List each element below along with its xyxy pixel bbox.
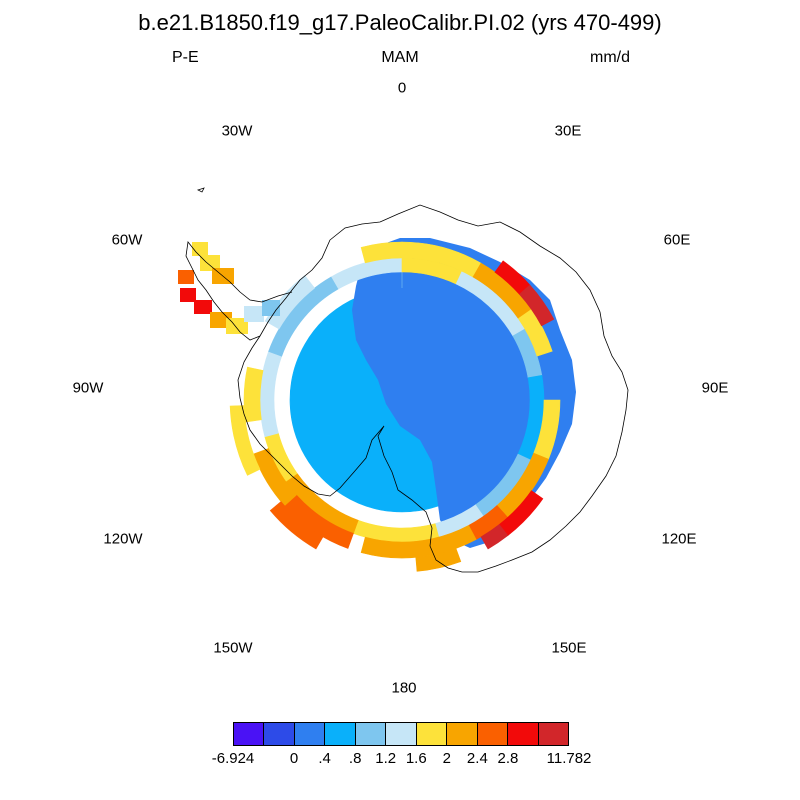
field-cell <box>244 306 264 322</box>
field-cell <box>243 366 264 423</box>
lon-label-30w: 30W <box>221 122 253 140</box>
lon-label-30e: 30E <box>554 122 582 140</box>
field-cell <box>360 536 436 559</box>
lon-label-60w: 60W <box>111 231 143 249</box>
coastline-peninsula <box>185 241 293 341</box>
coastline-main <box>237 204 629 573</box>
colorbar-tick-label: .4 <box>318 750 331 767</box>
lon-label-120e: 120E <box>661 530 697 548</box>
lon-label-180: 180 <box>391 679 417 697</box>
coastline-island <box>196 187 205 193</box>
colorbar-tick-label: 11.782 <box>546 750 592 767</box>
colorbar-tick-label: 2.4 <box>466 750 488 767</box>
colorbar-swatch <box>538 723 568 745</box>
colorbar-swatch <box>386 723 417 745</box>
pe-field <box>178 238 576 572</box>
colorbar-tick-label: 1.2 <box>375 750 397 767</box>
variable-label: P-E <box>172 49 199 66</box>
colorbar-tick-label: .8 <box>348 750 362 767</box>
field-cell <box>480 524 509 550</box>
colorbar-swatch <box>264 723 295 745</box>
colorbar-swatch <box>325 723 356 745</box>
lon-label-0: 0 <box>397 79 407 97</box>
units-label: mm/d <box>590 49 630 66</box>
plot-title: b.e21.B1850.f19_g17.PaleoCalibr.PI.02 (y… <box>138 10 662 35</box>
coastline <box>185 187 629 573</box>
colorbar-tick-label: -6.924 <box>211 750 255 767</box>
field-cell <box>415 548 462 572</box>
colorbar-swatch <box>416 723 448 745</box>
lon-label-150w: 150W <box>213 639 253 657</box>
colorbar <box>233 722 569 746</box>
field-cell <box>253 448 297 507</box>
colorbar-tick-label: 2 <box>442 750 451 767</box>
colorbar-swatch <box>508 723 539 745</box>
colorbar-swatch <box>234 723 265 745</box>
colorbar-swatch <box>294 723 326 745</box>
lon-label-150e: 150E <box>551 639 587 657</box>
field-cell <box>192 242 208 256</box>
colorbar-swatch <box>355 723 387 745</box>
field-cell <box>262 300 280 316</box>
field-cell <box>180 288 196 302</box>
season-label: MAM <box>381 49 419 66</box>
colorbar-tick-label: 1.6 <box>405 750 427 767</box>
colorbar-tick-label: 0 <box>289 750 299 767</box>
lon-label-90e: 90E <box>701 379 729 397</box>
field-cell <box>269 501 324 550</box>
lon-label-60e: 60E <box>663 231 691 249</box>
lon-label-120w: 120W <box>103 530 143 548</box>
field-cell <box>259 351 283 438</box>
colorbar-swatch <box>477 723 509 745</box>
field-cell <box>178 270 194 284</box>
colorbar-tick-label: 2.8 <box>497 750 519 767</box>
field-cell <box>518 284 555 327</box>
colorbar-swatch <box>447 723 478 745</box>
lon-label-90w: 90W <box>72 379 104 397</box>
field-cell <box>200 255 220 271</box>
field-cell <box>194 300 212 314</box>
field-cell <box>229 405 248 437</box>
